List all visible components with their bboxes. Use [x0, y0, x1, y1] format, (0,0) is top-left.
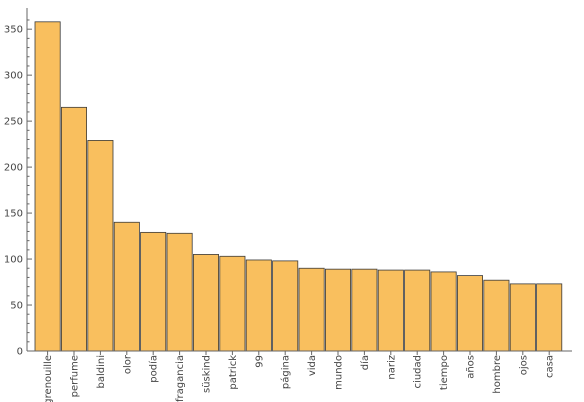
bar-día	[351, 268, 378, 352]
bar-patrick	[219, 255, 246, 352]
bar-ciudad	[404, 269, 431, 352]
x-tick-label: mundo	[334, 355, 345, 390]
bar-podía	[140, 231, 167, 352]
bar-grenouille	[34, 21, 61, 352]
y-axis: 0 50 100 150 200 250 300 350	[4, 8, 32, 358]
y-tick-label: 50	[10, 301, 23, 312]
bar-hombre	[483, 279, 510, 352]
x-tick-label: página	[280, 355, 292, 389]
bar-99	[245, 259, 272, 352]
bar-vida	[298, 267, 325, 352]
x-tick-label: patrick	[228, 355, 239, 390]
x-tick-label: fragancia	[175, 355, 186, 402]
x-tick-label: olor	[122, 354, 133, 374]
y-tick-label: 0	[17, 347, 23, 358]
y-tick-label: 200	[4, 163, 23, 174]
x-tick-label: años	[466, 355, 477, 379]
x-tick-label: perfume	[70, 355, 81, 397]
bar-página	[272, 260, 299, 352]
bar-olor	[113, 221, 140, 352]
bar-ojos	[509, 283, 536, 352]
bar-fragancia	[166, 232, 193, 352]
bar-tiempo	[430, 271, 457, 352]
x-tick-label: 99	[254, 355, 265, 368]
x-tick-label: casa	[545, 355, 556, 378]
x-tick-label: podía	[148, 355, 160, 383]
x-tick-label: día	[359, 355, 371, 370]
x-tick-label: hombre	[492, 355, 503, 394]
x-tick-label: vida	[307, 355, 318, 376]
x-tick-label: baldini	[96, 355, 107, 389]
x-tick-label: tiempo	[439, 355, 450, 390]
bar-süskind	[192, 254, 219, 352]
x-tick-label: ciudad	[413, 355, 424, 388]
y-tick-label: 100	[4, 255, 23, 266]
y-tick-label: 300	[4, 71, 23, 82]
bar-nariz	[377, 269, 404, 352]
bars-group	[34, 21, 563, 352]
x-tick-label: nariz	[386, 355, 397, 380]
bar-mundo	[324, 268, 351, 352]
bar-años	[456, 275, 483, 352]
x-tick-label: grenouille	[43, 355, 54, 402]
x-tick-label: süskind	[202, 355, 213, 393]
x-tick-label: ojos	[518, 355, 529, 375]
x-axis: grenouille perfume baldini olor podía fraganc…	[27, 350, 572, 402]
bar-baldini	[87, 140, 114, 352]
bar-casa	[536, 283, 563, 352]
bar-perfume	[61, 106, 88, 352]
y-tick-label: 150	[4, 209, 23, 220]
y-tick-label: 250	[4, 117, 23, 128]
y-tick-label: 350	[4, 25, 23, 36]
